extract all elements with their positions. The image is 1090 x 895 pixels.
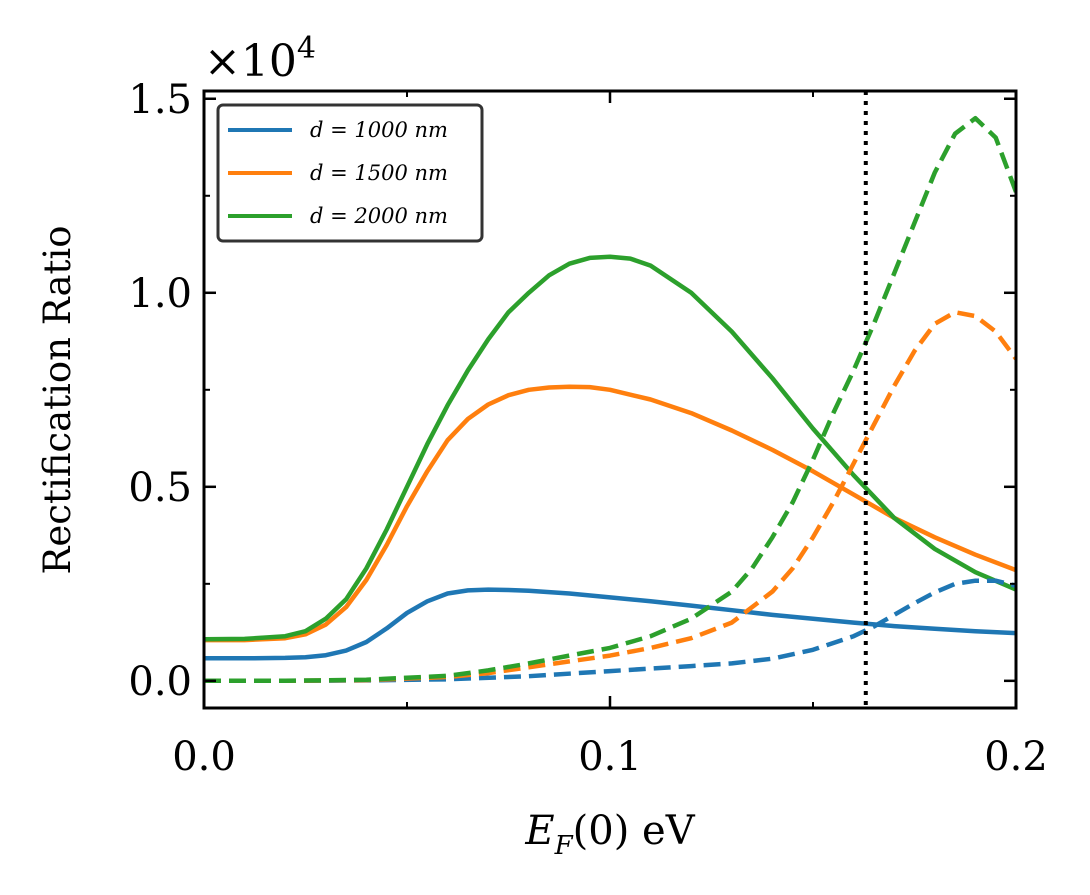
legend-label-1500: d = 1500 nm	[310, 161, 448, 185]
legend: d = 1000 nm d = 1500 nm d = 2000 nm	[216, 103, 484, 243]
y-tick-label: 0.5	[128, 465, 192, 511]
series-line-2	[204, 254, 1016, 642]
y-tick-label: 0.0	[128, 659, 192, 705]
tick-labels: 0.0 0.1 0.2 0.0 0.5 1.0 1.5	[128, 77, 1047, 780]
series-line-1	[204, 384, 1016, 643]
y-axis-label: Rectification Ratio	[36, 226, 79, 575]
legend-box	[216, 103, 484, 243]
axis-ticks	[202, 91, 1018, 708]
series-line-5-dashed	[204, 115, 1016, 684]
x-tick-label: 0.2	[984, 734, 1048, 780]
legend-label-1000: d = 1000 nm	[310, 118, 448, 142]
series-line-3-dashed	[204, 578, 1016, 684]
series-line-4-dashed	[204, 309, 1016, 684]
plot-area	[204, 91, 1016, 708]
y-tick-label: 1.5	[128, 77, 192, 123]
y-tick-label: 1.0	[128, 271, 192, 317]
x-axis-label: EF(0) eV	[524, 808, 695, 861]
x-tick-label: 0.0	[172, 734, 236, 780]
y-multiplier: ×104	[204, 31, 316, 87]
series-line-0	[204, 587, 1016, 661]
x-tick-label: 0.1	[578, 734, 642, 780]
legend-label-2000: d = 2000 nm	[310, 204, 448, 228]
